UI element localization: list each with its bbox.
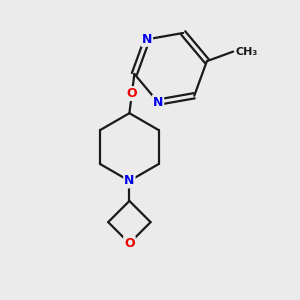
Text: N: N — [124, 174, 135, 188]
Text: N: N — [153, 96, 163, 109]
Text: O: O — [124, 237, 135, 250]
Text: N: N — [142, 33, 152, 46]
Text: CH₃: CH₃ — [236, 46, 258, 57]
Text: O: O — [127, 87, 137, 100]
